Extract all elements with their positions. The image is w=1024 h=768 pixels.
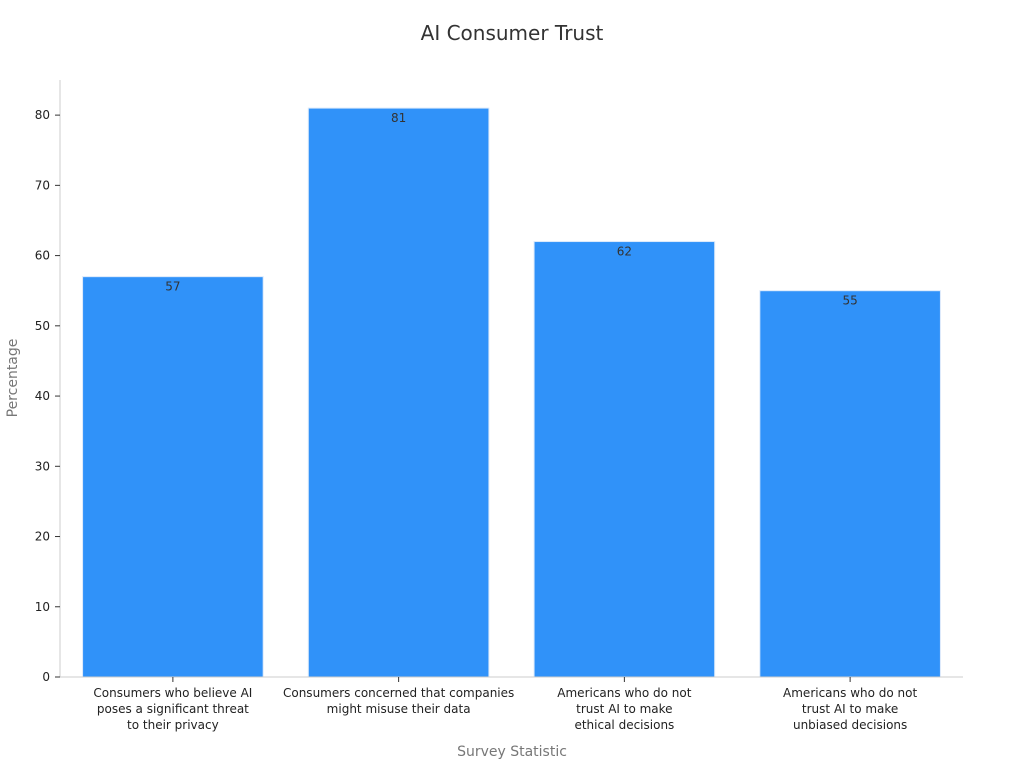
x-tick-label-line: Americans who do not <box>783 686 917 700</box>
bar <box>82 276 264 678</box>
x-tick-label-line: trust AI to make <box>802 702 898 716</box>
x-tick-label: Consumers concerned that companies might … <box>283 686 514 716</box>
bars-layer <box>82 107 941 678</box>
y-tick-label: 60 <box>35 249 50 263</box>
axes-layer <box>55 80 963 682</box>
y-axis-title: Percentage <box>5 339 21 418</box>
y-tick-label: 10 <box>35 600 50 614</box>
x-tick-label-line: Consumers concerned that companies <box>283 686 514 700</box>
bar <box>307 107 490 678</box>
chart-title: AI Consumer Trust <box>421 21 604 45</box>
x-axis-title: Survey Statistic <box>457 744 567 760</box>
x-tick-label-line: Consumers who believe AI <box>93 686 252 700</box>
bar-value-label: 57 <box>165 280 180 294</box>
x-tick-label-line: Americans who do not <box>557 686 691 700</box>
y-tick-label: 70 <box>35 178 50 192</box>
y-tick-label: 30 <box>35 459 50 473</box>
x-tick-label: Americans who do not trust AI to make ethi… <box>557 686 691 732</box>
y-tick-label: 80 <box>35 108 50 122</box>
y-tick-label: 40 <box>35 389 50 403</box>
x-tick-label-line: unbiased decisions <box>793 718 907 732</box>
x-tick-label-line: trust AI to make <box>576 702 672 716</box>
bar <box>533 241 716 678</box>
bar <box>759 290 941 678</box>
x-tick-label-line: might misuse their data <box>327 702 471 716</box>
bar-value-label: 81 <box>391 111 406 125</box>
x-tick-label-line: poses a significant threat <box>97 702 249 716</box>
bar-value-label: 62 <box>617 245 632 259</box>
y-tick-label: 50 <box>35 319 50 333</box>
labels-layer: 57 81 62 55 0 10 20 30 40 50 60 70 80 Consumers who b… <box>35 108 918 732</box>
x-tick-label: Consumers who believe AI poses a signific… <box>93 686 252 732</box>
x-tick-label: Americans who do not trust AI to make unbi… <box>783 686 917 732</box>
y-tick-label: 0 <box>42 670 50 684</box>
y-tick-label: 20 <box>35 530 50 544</box>
bar-value-label: 55 <box>842 294 857 308</box>
x-tick-label-line: ethical decisions <box>574 718 674 732</box>
x-tick-label-line: to their privacy <box>127 718 219 732</box>
